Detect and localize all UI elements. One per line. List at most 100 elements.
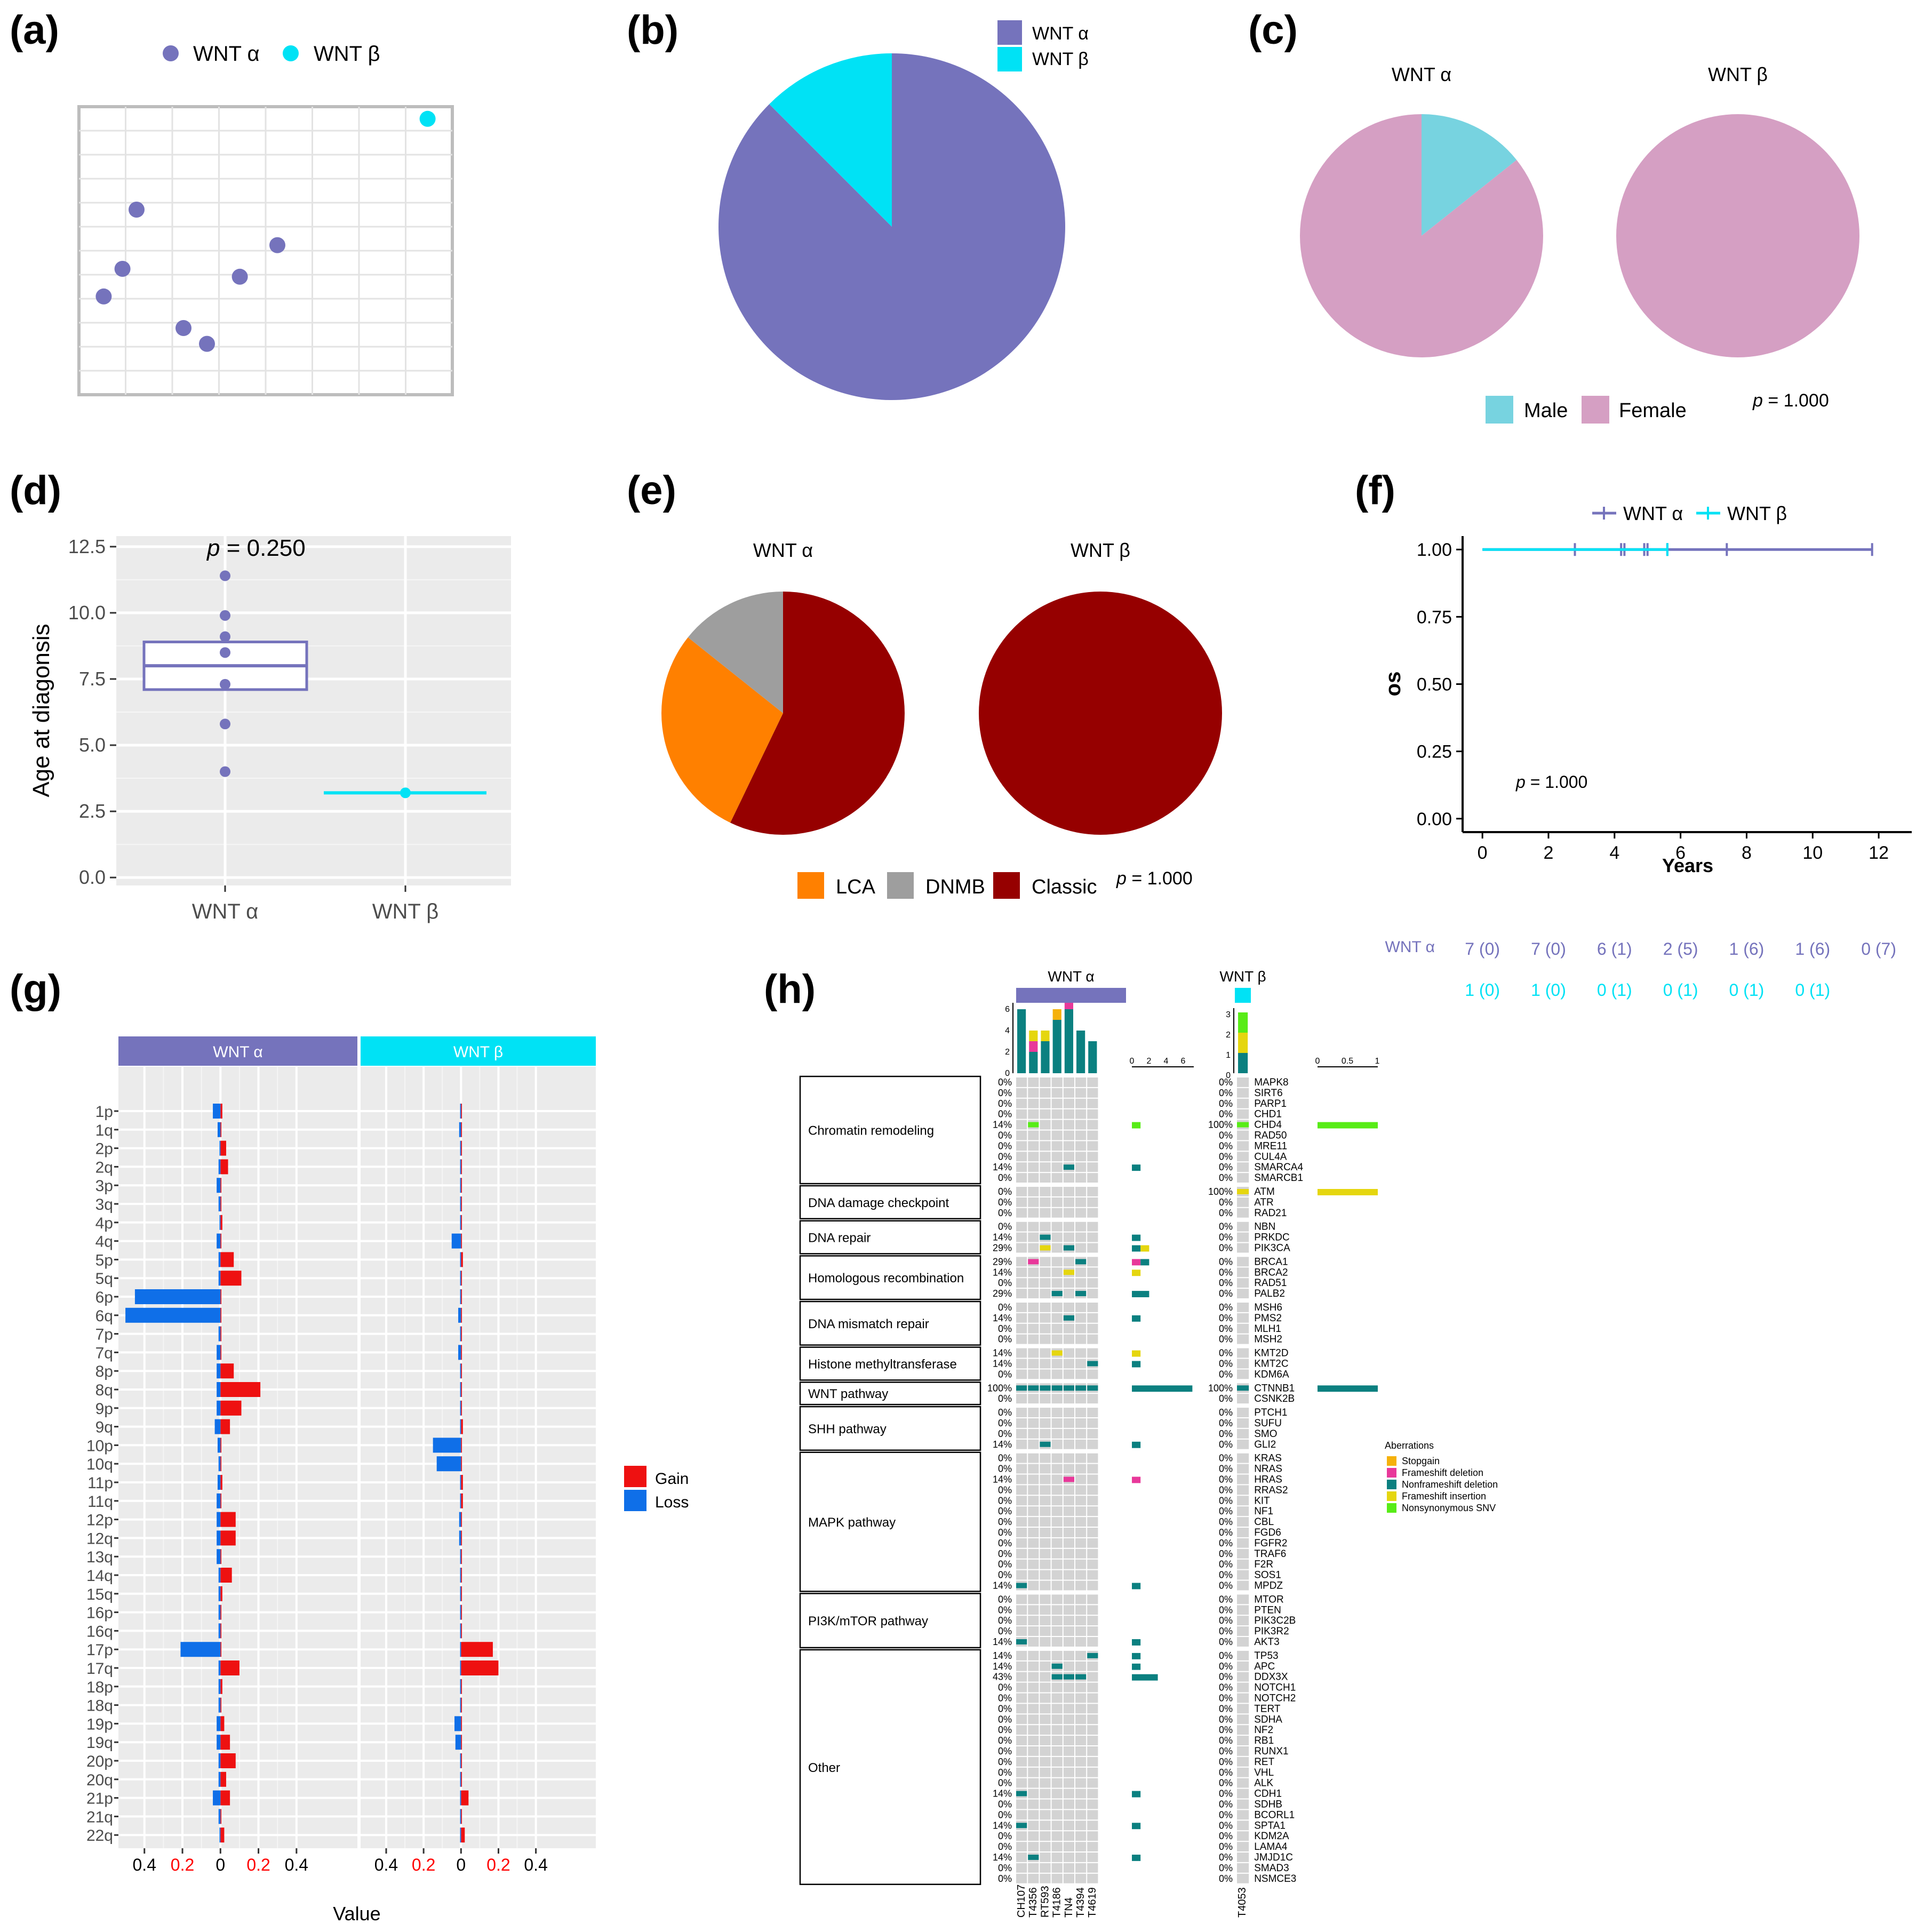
h-alpha-pct: 43% (993, 1672, 1012, 1682)
h-cell (1087, 1821, 1098, 1831)
h-cell (1051, 1831, 1063, 1841)
h-cell (1075, 1208, 1087, 1218)
h-mutation (1237, 1189, 1249, 1194)
h-cell (1087, 1152, 1098, 1162)
h-cell (1040, 1323, 1051, 1334)
h-cell (1087, 1141, 1098, 1151)
f-ytick-label: 0.25 (1417, 742, 1452, 762)
h-alpha-pct: 0% (998, 1464, 1012, 1474)
h-cell (1051, 1162, 1063, 1172)
h-cell (1051, 1120, 1063, 1130)
h-cell (1016, 1528, 1027, 1537)
h-cell (1040, 1267, 1051, 1278)
h-pathway-label: WNT pathway (808, 1387, 888, 1401)
h-cell (1016, 1267, 1027, 1278)
h-cell (1087, 1528, 1098, 1537)
h-mutation (1063, 1164, 1074, 1170)
h-gene-label: CBL (1254, 1516, 1274, 1528)
h-cell (1028, 1810, 1039, 1820)
h-cell (1237, 1570, 1249, 1580)
g-bar-loss (460, 1104, 461, 1119)
h-pathway-box (799, 1346, 981, 1381)
h-right-bar (1318, 1189, 1378, 1195)
h-cell (1051, 1208, 1063, 1218)
f-risk-beta: 1 (0) (1465, 980, 1500, 1000)
h-top-bar (1052, 1009, 1061, 1020)
g-bar-loss (218, 1456, 221, 1472)
a-point (199, 336, 215, 352)
h-cell (1087, 1767, 1098, 1777)
h-cell (1028, 1517, 1039, 1527)
h-beta-pct: 0% (1219, 1359, 1233, 1369)
g-bar-gain (220, 1178, 222, 1193)
h-cell (1075, 1853, 1087, 1862)
h-right-bar (1132, 1350, 1141, 1357)
g-legend-key (624, 1466, 646, 1487)
h-cell (1051, 1496, 1063, 1506)
g-bar-gain (220, 1493, 222, 1508)
h-sample-label: TN4 (1063, 1897, 1075, 1918)
h-cell (1016, 1548, 1027, 1559)
g-bar-gain (461, 1735, 462, 1750)
h-alpha-pct: 14% (993, 1267, 1012, 1278)
h-cell (1040, 1348, 1051, 1358)
h-cell (1063, 1173, 1074, 1183)
panel-label-g: (g) (10, 967, 61, 1012)
d-ytick-label: 0.0 (79, 866, 106, 888)
h-beta-pct: 0% (1219, 1714, 1233, 1725)
h-gene-label: FGFR2 (1254, 1538, 1287, 1549)
h-beta-pct: 0% (1219, 1428, 1233, 1439)
h-gene-label: PIK3CA (1254, 1243, 1290, 1254)
h-cell (1087, 1197, 1098, 1207)
g-bar-gain (220, 1400, 242, 1416)
g-xtick-label: 0.4 (524, 1855, 547, 1874)
h-top-bar (1052, 1020, 1061, 1073)
g-ytick-label: 12q (86, 1530, 113, 1547)
h-cell (1040, 1152, 1051, 1162)
h-cell (1063, 1109, 1074, 1119)
g-bar-loss (460, 1140, 461, 1156)
h-cell (1016, 1303, 1027, 1312)
h-gene-label: RAD21 (1254, 1208, 1287, 1219)
h-cell (1087, 1693, 1098, 1703)
g-ytick-label: 11p (87, 1474, 113, 1492)
h-sample-label: T4186 (1051, 1887, 1063, 1918)
h-alpha-pct: 0% (998, 1746, 1012, 1757)
g-bar-loss (451, 1233, 461, 1249)
h-alpha-pct: 0% (998, 1407, 1012, 1418)
h-cell (1075, 1538, 1087, 1548)
g-bar-loss (460, 1419, 461, 1434)
h-cell (1063, 1439, 1074, 1449)
d-plot-background (116, 536, 511, 885)
h-alpha-pct: 0% (998, 1088, 1012, 1098)
g-bar-gain (220, 1326, 222, 1342)
h-alpha-pct: 29% (993, 1243, 1012, 1254)
h-alpha-pct: 0% (998, 1109, 1012, 1120)
h-cell (1063, 1714, 1074, 1725)
h-gene-label: KRAS (1254, 1453, 1282, 1464)
g-bar-loss (460, 1771, 461, 1787)
g-xtick-label: 0 (215, 1855, 225, 1874)
h-beta-pct: 0% (1219, 1323, 1233, 1334)
h-cell (1087, 1605, 1098, 1615)
h-cell (1040, 1222, 1051, 1232)
h-cell (1075, 1661, 1087, 1671)
h-cell (1028, 1616, 1039, 1626)
h-alpha-pct: 0% (998, 1484, 1012, 1495)
h-cell (1063, 1232, 1074, 1242)
h-top-bar (1041, 1041, 1050, 1073)
g-bar-gain (461, 1289, 462, 1304)
h-cell (1075, 1267, 1087, 1278)
h-cell (1040, 1278, 1051, 1288)
h-sample-label: T4394 (1075, 1887, 1087, 1918)
h-cell (1028, 1313, 1039, 1323)
h-pathway-label: SHH pathway (808, 1422, 887, 1436)
g-legend-label: Gain (655, 1470, 689, 1488)
g-bar-loss (218, 1568, 221, 1583)
g-bar-gain (220, 1753, 236, 1768)
h-cell (1087, 1517, 1098, 1527)
h-cell (1075, 1496, 1087, 1506)
h-alpha-pct: 0% (998, 1186, 1012, 1197)
h-cell (1237, 1580, 1249, 1591)
h-cell (1016, 1141, 1027, 1151)
